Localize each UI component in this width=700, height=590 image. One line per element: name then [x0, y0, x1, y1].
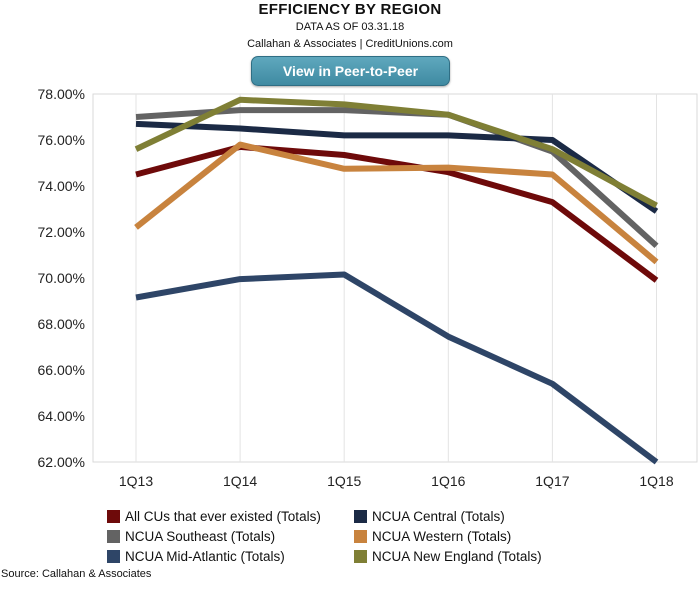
y-tick-label: 74.00% [38, 178, 85, 194]
chart-title: EFFICIENCY BY REGION [258, 1, 442, 18]
y-tick-label: 78.00% [38, 86, 85, 102]
data-date: DATA AS OF 03.31.18 [295, 21, 405, 33]
y-tick-label: 70.00% [38, 270, 85, 286]
attribution: Callahan & Associates | CreditUnions.com [247, 38, 453, 50]
x-tick-label: 1Q18 [639, 473, 673, 489]
series-line [134, 141, 659, 265]
series-line [135, 107, 659, 249]
x-tick-label: 1Q15 [327, 473, 361, 489]
y-tick-label: 68.00% [38, 316, 85, 332]
legend-label: NCUA New England (Totals) [372, 548, 542, 564]
legend-swatch [107, 529, 120, 543]
legend: All CUs that ever existed (Totals) NCUA … [107, 507, 607, 565]
legend-item: NCUA Southeast (Totals) [107, 527, 354, 545]
y-tick-label: 76.00% [38, 132, 85, 148]
series-line [134, 96, 658, 209]
series-line [135, 143, 659, 283]
x-tick-label: 1Q14 [223, 473, 257, 489]
legend-item: NCUA New England (Totals) [354, 547, 604, 565]
legend-label: NCUA Central (Totals) [372, 508, 505, 524]
legend-swatch [107, 549, 120, 563]
legend-swatch [354, 529, 367, 543]
x-tick-label: 1Q13 [119, 473, 153, 489]
plot-area [92, 93, 698, 463]
source-note: Source: Callahan & Associates [1, 568, 152, 580]
x-tick-label: 1Q17 [535, 473, 569, 489]
y-tick-label: 62.00% [38, 454, 85, 470]
legend-item: NCUA Western (Totals) [354, 527, 604, 545]
series-line [135, 271, 659, 465]
legend-item: All CUs that ever existed (Totals) [107, 507, 354, 525]
x-tick-label: 1Q16 [431, 473, 465, 489]
series-line [135, 120, 659, 214]
y-tick-label: 64.00% [38, 408, 85, 424]
legend-item: NCUA Central (Totals) [354, 507, 604, 525]
legend-swatch [354, 509, 367, 523]
legend-swatch [107, 509, 120, 523]
y-tick-label: 72.00% [38, 224, 85, 240]
legend-swatch [354, 549, 367, 563]
view-in-peer-to-peer-button[interactable]: View in Peer-to-Peer [251, 56, 450, 86]
legend-label: NCUA Mid-Atlantic (Totals) [125, 548, 285, 564]
legend-label: NCUA Southeast (Totals) [125, 528, 276, 544]
y-tick-label: 66.00% [38, 362, 85, 378]
legend-label: All CUs that ever existed (Totals) [125, 508, 321, 524]
legend-label: NCUA Western (Totals) [372, 528, 512, 544]
legend-item: NCUA Mid-Atlantic (Totals) [107, 547, 354, 565]
